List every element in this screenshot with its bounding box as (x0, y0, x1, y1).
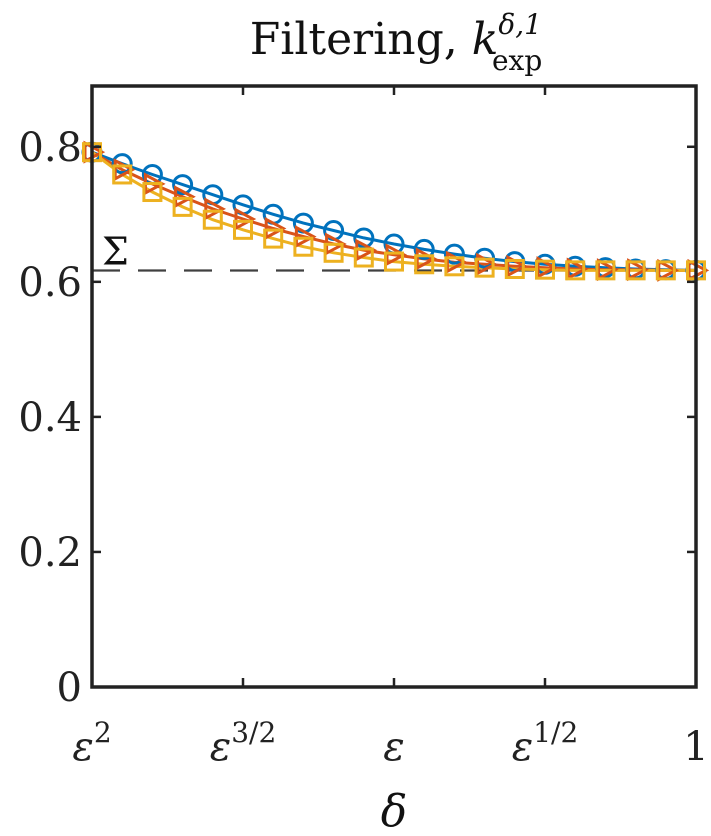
series-0-point-1 (111, 153, 133, 175)
reference-label: Σ (102, 229, 129, 273)
x-tick-label-2: ε (383, 724, 404, 770)
series-0-point-9 (353, 227, 375, 249)
x-tick-base-4: 1 (683, 724, 708, 770)
series-2-point-15 (535, 259, 555, 280)
series-2-point-14 (504, 259, 525, 280)
y-tick-label-2: 0.4 (18, 395, 82, 441)
series-2-point-10 (384, 251, 404, 272)
y-tick-label-4: 0.8 (18, 125, 82, 171)
y-tick-label-1: 0.2 (18, 530, 82, 576)
series-0-point-11 (413, 238, 435, 260)
plot-area: Σ (81, 84, 710, 689)
title-text: Filtering, kδ,1 exp (250, 8, 543, 77)
series-1-point-3 (174, 185, 196, 209)
series-2-point-8 (323, 242, 344, 263)
x-axis: ε2 ε3/2 ε ε1/2 1 (72, 86, 709, 770)
series-2-point-17 (595, 260, 616, 281)
series-2-point-1 (112, 164, 133, 185)
x-axis-label: δ (381, 786, 408, 836)
series-2-point-18 (625, 260, 646, 281)
series-2-point-11 (414, 254, 435, 275)
series-2-point-12 (444, 256, 465, 277)
series-2-point-2 (142, 182, 163, 203)
y-tick-label-3: 0.6 (18, 260, 82, 306)
x-tick-exp-1: 3/2 (231, 716, 276, 749)
x-tick-base-1: ε (210, 724, 231, 770)
x-tick-label-3: ε1/2 (512, 716, 579, 770)
title-superscript: δ,1 (498, 8, 542, 41)
title-subscript: exp (492, 44, 542, 77)
series-2-point-6 (263, 228, 284, 249)
x-tick-base-0: ε (72, 724, 93, 770)
series-0-point-12 (443, 243, 465, 265)
series-2-point-9 (353, 247, 374, 268)
series-2-point-3 (172, 196, 193, 217)
title-symbol: k (472, 14, 499, 65)
x-tick-label-4: 1 (683, 724, 708, 770)
x-tick-exp-0: 2 (94, 716, 112, 749)
series-2-point-13 (474, 257, 495, 278)
y-axis: 0 0.2 0.4 0.6 0.8 (18, 125, 696, 711)
series-0-point-3 (172, 174, 194, 196)
chart-title: Filtering, kδ,1 exp (250, 8, 543, 77)
series-1-point-4 (204, 197, 227, 221)
x-axis-label-text: δ (381, 786, 408, 836)
x-tick-label-1: ε3/2 (210, 716, 277, 770)
series-2-point-16 (565, 260, 586, 281)
series-2-point-19 (655, 260, 676, 281)
series-1-point-6 (264, 216, 287, 240)
series-2-point-5 (233, 219, 253, 240)
y-tick-label-0: 0 (57, 665, 82, 711)
series-2-point-4 (202, 209, 223, 230)
x-tick-base-3: ε (512, 724, 533, 770)
x-tick-label-0: ε2 (72, 716, 111, 770)
series-1-point-7 (294, 225, 317, 249)
series-2-point-7 (293, 236, 314, 257)
title-main: Filtering, (250, 14, 472, 65)
x-tick-base-2: ε (383, 724, 404, 770)
x-tick-exp-3: 1/2 (533, 716, 578, 749)
series-1-point-5 (234, 207, 257, 231)
